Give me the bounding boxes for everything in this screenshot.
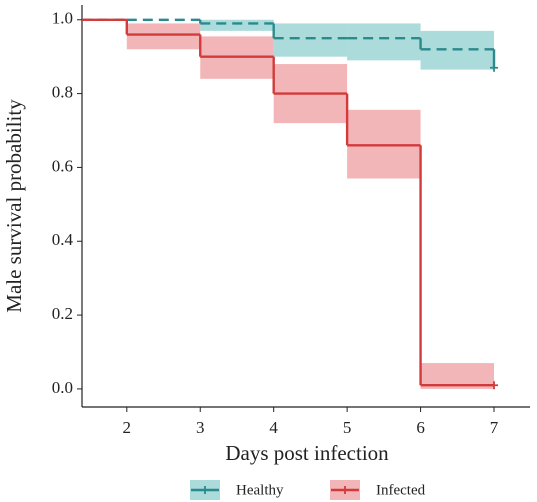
x-tick-label: 3 (196, 418, 205, 437)
x-tick-label: 7 (490, 418, 499, 437)
x-tick-label: 4 (269, 418, 278, 437)
x-tick-label: 5 (343, 418, 352, 437)
censor-mark (490, 381, 499, 390)
x-tick-label: 2 (123, 418, 132, 437)
x-axis-title: Days post infection (225, 441, 389, 465)
y-tick-label: 0.0 (52, 378, 73, 397)
y-axis-title: Male survival probability (2, 99, 26, 313)
legend-key-marker (201, 486, 209, 494)
y-tick-label: 0.4 (52, 230, 74, 249)
y-tick-label: 0.2 (52, 304, 73, 323)
y-tick-label: 0.8 (52, 83, 73, 102)
confidence-band (273, 23, 348, 57)
confidence-band (347, 23, 421, 61)
x-tick-label: 6 (416, 418, 425, 437)
confidence-band (126, 23, 201, 50)
censor-mark (490, 63, 499, 72)
y-tick-label: 1.0 (52, 9, 73, 28)
legend-label: Infected (376, 482, 426, 498)
y-tick-label: 0.6 (52, 156, 73, 175)
legend-label: Healthy (236, 482, 284, 498)
confidence-band (200, 19, 274, 31)
legend-key-marker (341, 486, 349, 494)
